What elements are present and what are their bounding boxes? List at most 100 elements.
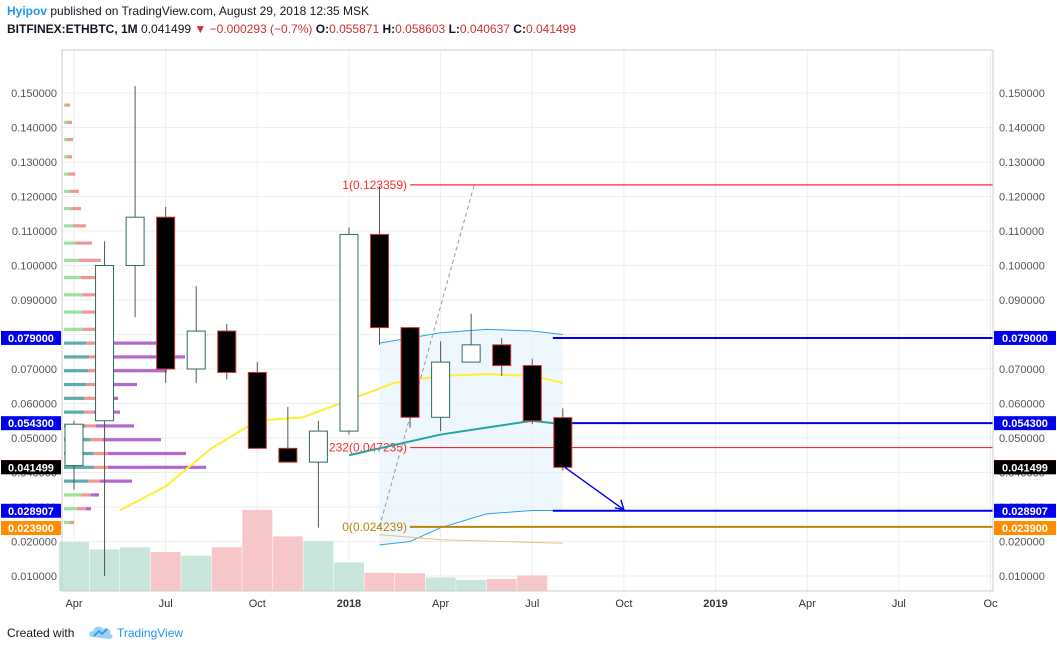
regression-channel <box>379 328 563 546</box>
fib-retracement[interactable]: 1(0.123359) 0.232(0.047235) 0(0.024239) <box>319 178 993 534</box>
y-tick-label-right: 0.090000 <box>999 295 1045 307</box>
vp-row-purple <box>100 479 132 483</box>
author-link[interactable]: Hyipov <box>7 4 48 18</box>
vp-row-red <box>84 410 94 414</box>
tradingview-cloud-icon[interactable] <box>88 624 114 640</box>
projection-arrow[interactable] <box>564 466 625 511</box>
price-tag-left <box>1 521 61 536</box>
publish-text: published on TradingView.com, August 29,… <box>50 4 370 18</box>
tradingview-brand-link[interactable]: TradingView <box>117 626 184 640</box>
channel-upper-line <box>379 328 563 344</box>
price-tag-left-label: 0.028907 <box>8 506 54 518</box>
fib-level-label: 1(0.123359) <box>342 178 407 192</box>
volume-bar <box>120 547 151 591</box>
price-tag-right-label: 0.079000 <box>1002 333 1048 345</box>
vp-row-red <box>93 451 108 456</box>
x-tick-label: Jul <box>525 598 539 610</box>
candle-body <box>95 265 115 422</box>
symbol-name[interactable]: BITFINEX:ETHBTC, 1M <box>7 22 138 36</box>
vp-row-purple <box>112 341 174 345</box>
price-tag-right-label: 0.041499 <box>1002 462 1048 474</box>
footer: Created with TradingView <box>0 622 1057 651</box>
vp-row-purple <box>86 507 91 511</box>
price-tag-right <box>994 330 1056 345</box>
high-value: 0.058603 <box>395 22 446 36</box>
volume-bar <box>486 579 517 591</box>
vp-row-green <box>64 396 84 400</box>
candle-body <box>156 216 176 370</box>
y-tick-label-right: 0.130000 <box>999 157 1045 169</box>
vp-row-green <box>64 189 70 193</box>
volume-bar <box>364 572 395 591</box>
candle-body <box>400 327 420 418</box>
vp-row-red <box>77 507 86 511</box>
arrow-head <box>614 499 625 511</box>
y-tick-label-right: 0.070000 <box>999 364 1045 376</box>
candle-body <box>553 417 573 468</box>
fib-level-label: 0(0.024239) <box>342 520 407 534</box>
chart-header: Hyipov published on TradingView.com, Aug… <box>0 0 1057 44</box>
volume-bar <box>333 562 364 591</box>
y-tick-label-left: 0.140000 <box>11 123 57 135</box>
vp-row-red <box>67 120 72 124</box>
y-tick-label-left: 0.100000 <box>11 261 57 273</box>
vp-row-red <box>68 172 75 176</box>
price-tag-right <box>994 460 1056 475</box>
vp-row-purple <box>108 451 186 456</box>
candle-body <box>339 233 359 432</box>
vp-row-green <box>64 507 77 511</box>
candle-body <box>492 344 512 367</box>
channel-lower-line <box>379 509 563 546</box>
price-change: ▼ −0.000293 (−0.7%) <box>194 22 313 36</box>
vp-row-red <box>90 438 103 442</box>
channel-fill <box>379 329 563 545</box>
vp-row-red <box>81 275 106 280</box>
low-label: L: <box>448 22 460 36</box>
vp-row-red <box>88 479 100 483</box>
volume-bar <box>181 555 212 591</box>
horizontal-levels[interactable] <box>552 336 993 512</box>
vp-row-green <box>64 327 83 331</box>
x-tick-label: Apr <box>65 598 82 610</box>
y-tick-label-right: 0.140000 <box>999 123 1045 135</box>
candle-body <box>461 344 481 363</box>
vp-row-red <box>94 465 108 469</box>
low-value: 0.040637 <box>459 22 510 36</box>
vp-row-red <box>66 103 70 107</box>
vp-row-green <box>64 479 88 483</box>
vp-row-green <box>64 103 66 107</box>
vp-row-green <box>64 310 82 314</box>
y-tick-label-left: 0.050000 <box>11 433 57 445</box>
volume-bar <box>242 509 273 591</box>
volume-bars <box>59 509 548 591</box>
price-tag-right <box>994 503 1056 518</box>
vp-row-red <box>71 206 81 211</box>
price-tag-left-label: 0.023900 <box>8 523 54 535</box>
vp-row-purple <box>96 424 134 428</box>
vp-row-purple <box>102 382 137 387</box>
x-tick-label: Jul <box>892 598 906 610</box>
y-tick-label-right: 0.060000 <box>999 399 1045 411</box>
candle-body <box>217 330 237 373</box>
x-tick-label: Apr <box>432 598 449 610</box>
vp-row-red <box>67 155 72 159</box>
ma-teal-line <box>348 419 563 457</box>
y-tick-label-right: 0.010000 <box>999 571 1045 583</box>
candle-body <box>278 447 298 463</box>
plot-frame <box>61 49 994 592</box>
grid <box>62 50 993 591</box>
y-tick-label-left: 0.090000 <box>11 295 57 307</box>
vp-row-red <box>70 189 79 193</box>
vp-row-green <box>64 341 86 345</box>
price-tag-left <box>1 416 61 431</box>
candle-body <box>370 233 389 329</box>
y-tick-label-right: 0.100000 <box>999 261 1045 273</box>
vp-row-red <box>82 293 108 297</box>
candles <box>64 86 573 576</box>
price-tags: 0.079000 0.079000 0.054300 0.054300 0.028907… <box>1 330 1056 536</box>
vp-row-purple <box>108 465 206 469</box>
price-chart[interactable]: 1(0.123359) 0.232(0.047235) 0(0.024239) 0.… <box>0 44 1057 622</box>
volume-bar <box>211 547 242 591</box>
vp-row-purple <box>107 369 167 373</box>
vp-row-red <box>79 258 101 262</box>
